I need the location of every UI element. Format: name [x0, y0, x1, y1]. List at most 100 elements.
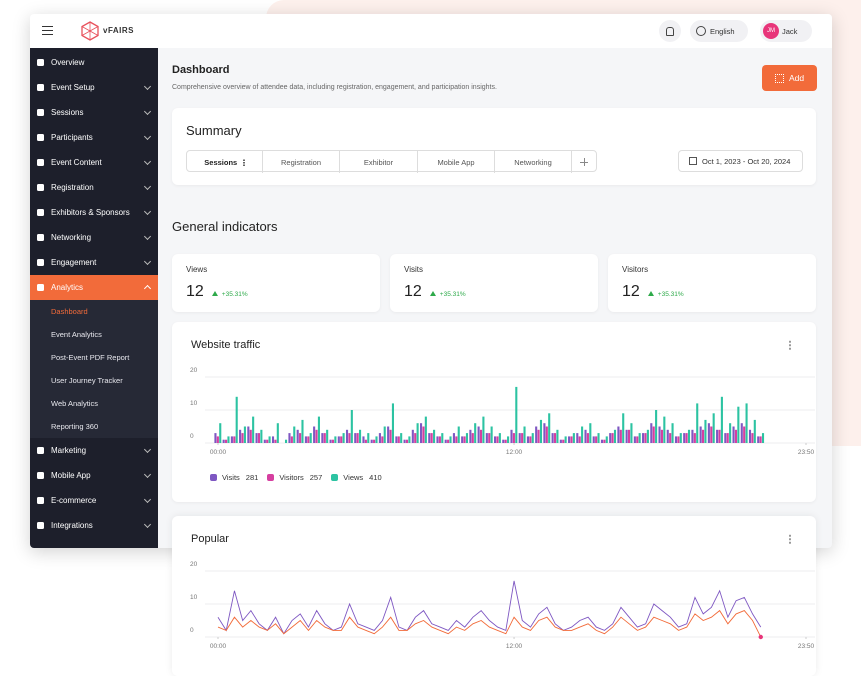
nav-subitem[interactable]: User Journey Tracker	[30, 369, 158, 392]
user-name: Jack	[782, 26, 798, 36]
nav-icon	[37, 109, 44, 116]
tab[interactable]: Mobile App	[418, 151, 495, 173]
nav-item[interactable]: Engagement	[30, 250, 158, 275]
nav-label: Event Content	[51, 158, 102, 167]
tab[interactable]: Registration	[263, 151, 340, 173]
nav-label: Exhibitors & Sponsors	[51, 208, 130, 217]
nav-item[interactable]: Exhibitors & Sponsors	[30, 200, 158, 225]
nav-subitem[interactable]: Reporting 360	[30, 415, 158, 438]
tab[interactable]: Networking	[495, 151, 572, 173]
up-arrow	[429, 291, 436, 296]
nav-subitem[interactable]: Dashboard	[30, 300, 158, 323]
stat-card: Views 12 +35.31%	[172, 254, 380, 312]
nav-label: Marketing	[51, 446, 87, 455]
nav-item[interactable]: Participants	[30, 125, 158, 150]
nav-item[interactable]: Integrations	[30, 513, 158, 538]
tab-label: Registration	[280, 157, 322, 167]
chevron	[143, 207, 152, 216]
nav-item[interactable]: Marketing	[30, 438, 158, 463]
nav-item[interactable]: Overview	[30, 50, 158, 75]
summary-card: Summary Sessions Registration Exhibitor Mob…	[172, 108, 816, 185]
legend-label: Visitors	[279, 473, 304, 482]
stat-row: 12 +35.31%	[622, 283, 684, 301]
menu-button[interactable]	[42, 26, 53, 35]
logo-icon	[81, 21, 99, 41]
legend-item[interactable]: Visitors 257	[267, 473, 322, 482]
chevron	[143, 182, 152, 191]
nav-item[interactable]: E-commerce	[30, 488, 158, 513]
popular-card: Popular	[172, 516, 816, 676]
tab[interactable]: Sessions	[187, 151, 263, 173]
stat-label: Visits	[404, 265, 423, 274]
nav-label: Overview	[51, 58, 85, 67]
chart-title: Popular	[191, 533, 229, 545]
chevron	[143, 470, 152, 479]
chevron	[143, 232, 152, 241]
nav-icon	[37, 522, 44, 529]
legend-total: 257	[309, 473, 323, 482]
legend-total: 281	[245, 473, 259, 482]
nav-label: Mobile App	[51, 471, 91, 480]
nav-subitem[interactable]: Web Analytics	[30, 392, 158, 415]
tab-menu	[243, 158, 245, 166]
nav-icon	[37, 59, 44, 66]
stat-value: 12	[186, 283, 204, 300]
nav-item[interactable]: Event Content	[30, 150, 158, 175]
nav-item[interactable]: Mobile App	[30, 463, 158, 488]
chevron	[143, 284, 152, 293]
nav-label: Engagement	[51, 258, 97, 267]
nav-icon	[37, 209, 44, 216]
legend-item[interactable]: Views 410	[331, 473, 382, 482]
tab[interactable]: Exhibitor	[340, 151, 418, 173]
more-button[interactable]	[789, 340, 791, 350]
tab-label: Mobile App	[437, 157, 475, 167]
section-title: General indicators	[172, 219, 278, 234]
nav-subitem[interactable]: Event Analytics	[30, 323, 158, 346]
avatar: JM	[763, 23, 779, 39]
stat-label: Views	[186, 265, 208, 274]
chevron	[143, 82, 152, 91]
nav-label: Sessions	[51, 108, 84, 117]
chevron	[143, 107, 152, 116]
nav-icon	[37, 497, 44, 504]
add-label: Add	[788, 73, 805, 83]
legend-item[interactable]: Visits 281	[210, 473, 258, 482]
chevron	[143, 520, 152, 529]
nav-item[interactable]: Event Setup	[30, 75, 158, 100]
nav-label: Registration	[51, 183, 94, 192]
legend-swatch	[210, 474, 217, 481]
more-button[interactable]	[789, 534, 791, 544]
up-arrow	[647, 291, 654, 296]
traffic-card: Website traffic Visits 281 Visitors 257 View…	[172, 322, 816, 502]
nav-icon	[37, 234, 44, 241]
nav-subitem[interactable]: Post-Event PDF Report	[30, 346, 158, 369]
up-arrow	[211, 291, 218, 296]
language-select[interactable]: English	[690, 20, 748, 42]
nav-icon	[37, 184, 44, 191]
legend-label: Views	[343, 473, 364, 482]
date-picker[interactable]: Oct 1, 2023 - Oct 20, 2024	[678, 150, 803, 172]
nav-label: Integrations	[51, 521, 93, 530]
nav-item[interactable]: Registration	[30, 175, 158, 200]
add-tab[interactable]	[572, 151, 596, 173]
nav-item[interactable]: Networking	[30, 225, 158, 250]
chevron	[143, 495, 152, 504]
nav-item[interactable]: Analytics	[30, 275, 158, 300]
legend-label: Visits	[222, 473, 240, 482]
tab-bar: Sessions Registration Exhibitor Mobile App N…	[186, 150, 597, 173]
nav-label: Event Setup	[51, 83, 95, 92]
chart-title: Website traffic	[191, 339, 261, 351]
stat-change: +35.31%	[221, 291, 248, 298]
nav-label: E-commerce	[51, 496, 97, 505]
tips-button[interactable]	[659, 20, 681, 42]
stat-value: 12	[622, 283, 640, 300]
plus-icon	[580, 158, 588, 166]
stat-row: 12 +35.31%	[404, 283, 466, 301]
nav-icon	[37, 159, 44, 166]
nav-icon	[37, 134, 44, 141]
add-button[interactable]: Add	[762, 65, 817, 91]
user-menu[interactable]: JM Jack	[760, 20, 812, 42]
chevron	[143, 132, 152, 141]
chevron	[143, 257, 152, 266]
nav-item[interactable]: Sessions	[30, 100, 158, 125]
